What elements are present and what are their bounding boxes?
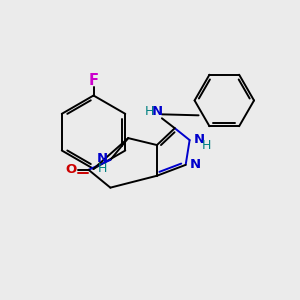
Text: H: H — [202, 139, 211, 152]
Text: N: N — [194, 133, 205, 146]
Text: O: O — [65, 163, 76, 176]
Text: F: F — [88, 73, 98, 88]
Text: N: N — [190, 158, 201, 171]
Text: N: N — [96, 152, 107, 165]
Text: H: H — [144, 105, 154, 118]
Text: H: H — [98, 162, 107, 175]
Text: N: N — [152, 105, 163, 118]
